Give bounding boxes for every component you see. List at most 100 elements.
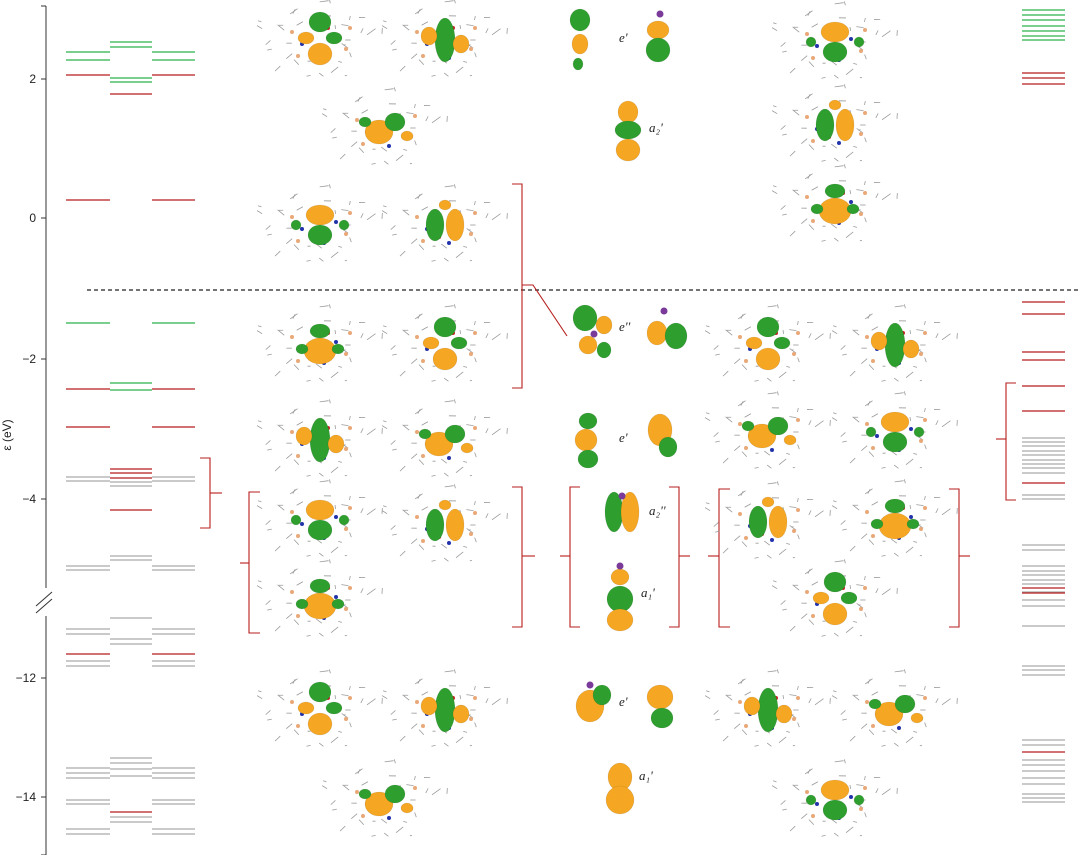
energy-axis: 2 0 −2 −4 −12 −14 ε (eV) [0,5,53,855]
frame-bond [856,26,864,28]
frame-bond [849,190,852,195]
frame-bond [414,812,417,818]
green-lobe [664,322,688,350]
frame-bond [357,97,361,102]
frame-bond [338,460,343,463]
green-lobe [433,316,457,338]
frame-bond [754,467,759,469]
frame-bond [474,500,476,506]
frame-bond [916,504,924,506]
frame-bond [392,718,397,721]
frame-bond [316,363,323,369]
atom [469,232,473,236]
atom [871,534,875,538]
bracket-lumo [512,183,523,389]
atom [296,359,300,363]
frame-bond [849,585,852,590]
green-lobe [331,343,345,355]
green-lobe [913,426,925,438]
frame-bond [455,251,464,259]
frame-bond [390,440,396,445]
frame-bond [844,164,846,169]
green-lobe [434,687,456,733]
atom [473,511,477,515]
orange-lobe [818,197,852,225]
central-atom [660,307,668,315]
frame-bond [715,440,720,443]
frame-bond [485,698,489,704]
frame-bond [808,333,812,339]
y-tick-label: 0 [29,211,36,225]
atom [859,607,863,611]
green-lobe [906,518,920,530]
green-lobe [295,598,309,610]
frame-bond [392,448,397,451]
frame-bond [468,529,471,531]
frame-bond [454,669,456,674]
frame-bond [807,11,811,16]
frame-bond [319,560,329,563]
green-lobe [870,518,884,530]
bracket-col3-right [669,486,680,628]
green-lobe [290,219,302,231]
frame-bond [725,694,733,701]
atom [871,446,875,450]
frame-bond [390,525,396,530]
frame-bond [454,304,456,309]
frame-bond [864,54,867,60]
green-lobe [425,208,445,242]
frame-bond [704,507,711,512]
frame-bond [296,421,304,426]
frame-bond [286,533,293,539]
frame-bond [390,225,396,230]
green-lobe [308,681,332,703]
atom [792,717,796,721]
frame-bond [381,210,388,215]
frame-bond [924,444,927,450]
atom [811,56,815,60]
frame-bond [485,428,489,434]
frame-bond [360,213,364,219]
frame-bond [274,65,281,72]
atom [415,30,419,34]
frame-bond [814,510,824,518]
frame-bond [834,85,844,88]
frame-bond [455,466,464,474]
frame-bond [459,330,462,335]
atom [865,510,869,514]
frame-bond [322,108,327,111]
frame-bond [341,209,349,211]
frame-bond [893,464,899,469]
frame-bond [383,832,389,837]
green-lobe [840,591,858,605]
frame-bond [941,508,951,516]
frame-bond [334,585,337,590]
atom [334,595,338,599]
frame-bond [349,415,351,421]
frame-bond [894,480,904,483]
green-lobe [331,598,345,610]
frame-bond [916,329,924,331]
frame-bond [767,670,777,673]
frame-bond [256,25,263,30]
frame-bond [334,25,337,30]
frame-bond [814,698,824,706]
frame-bond [871,501,879,506]
frame-bond [366,428,376,436]
frame-bond [705,412,710,415]
green-lobe [882,431,908,453]
frame-bond [474,52,477,58]
frame-bond [265,345,271,350]
green-lobe [295,343,309,355]
frame-bond [831,695,838,700]
frame-bond [705,502,710,505]
atom [770,448,774,452]
frame-bond [468,229,471,231]
frame-bond [395,154,404,162]
frame-bond [343,604,346,606]
frame-bond [267,48,272,51]
frame-bond [856,784,864,786]
frame-bond [383,160,389,165]
green-lobe [822,799,848,821]
frame-bond [381,146,388,152]
